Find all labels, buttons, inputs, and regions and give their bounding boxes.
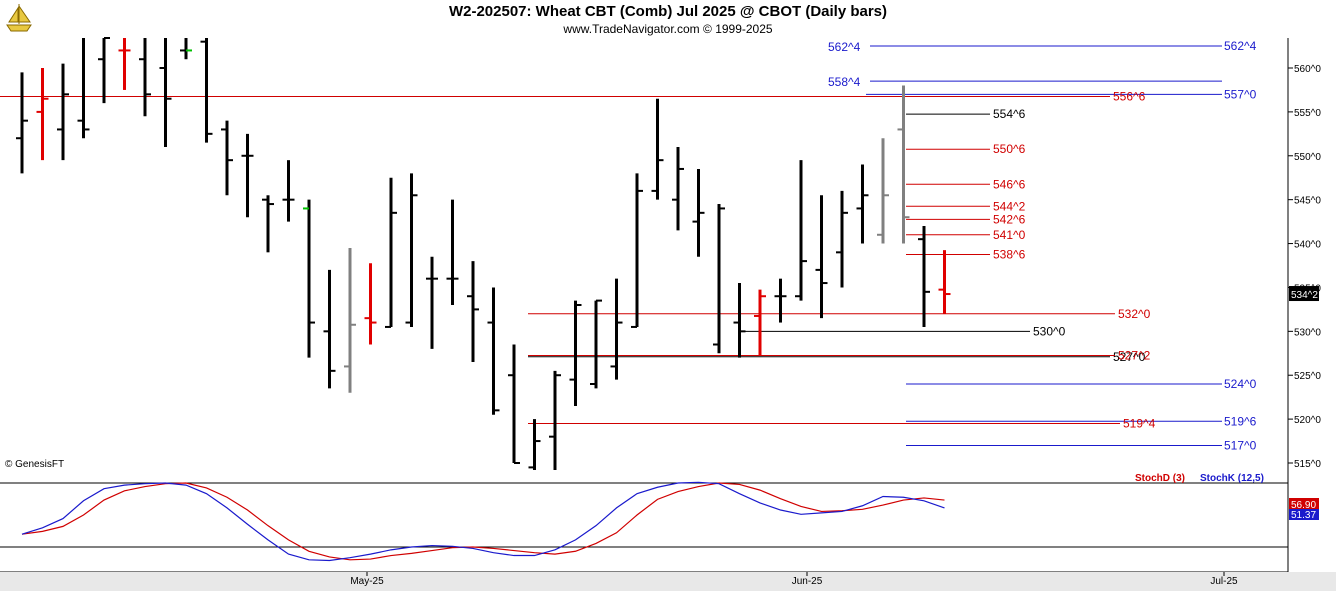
- level-label-13: 527^0: [1113, 350, 1146, 364]
- price-panel-background: [0, 38, 1288, 470]
- watermark-text: © GenesisFT: [5, 459, 64, 470]
- level-label-14: 527^2: [1118, 348, 1151, 362]
- y-tick-label-6: 530^0: [1294, 327, 1321, 338]
- level-label-6: 546^6: [993, 177, 1026, 191]
- last-price-box: [1289, 286, 1319, 302]
- x-tick-label-2: Jul-25: [1210, 576, 1238, 587]
- level-label-11: 532^0: [1118, 307, 1151, 321]
- level-label-8: 542^6: [993, 212, 1026, 226]
- y-tick-label-8: 520^0: [1294, 415, 1321, 426]
- y-tick-label-4: 540^0: [1294, 240, 1321, 251]
- stoch-legend-d: StochD (3): [1135, 473, 1185, 484]
- x-tick-label-1: Jun-25: [792, 576, 823, 587]
- y-tick-label-1: 555^0: [1294, 108, 1321, 119]
- level-label-5: 550^6: [993, 142, 1026, 156]
- y-tick-label-9: 515^0: [1294, 459, 1321, 470]
- y-tick-label-2: 550^0: [1294, 152, 1321, 163]
- stoch-last-d-box: [1289, 498, 1319, 510]
- y-tick-label-0: 560^0: [1294, 64, 1321, 75]
- time-axis-background: [0, 572, 1336, 591]
- chart-header: W2-202507: Wheat CBT (Comb) Jul 2025 @ C…: [0, 0, 1336, 38]
- copyright-text: www.TradeNavigator.com © 1999-2025: [563, 22, 773, 36]
- stoch-series-0: [21, 482, 945, 561]
- sailboat-logo-icon: [6, 4, 32, 32]
- y-tick-label-3: 545^0: [1294, 196, 1321, 207]
- last-price-label: 534^2: [1291, 290, 1318, 301]
- level-left-label-1: 558^4: [828, 75, 861, 89]
- x-tick-label-0: May-25: [350, 576, 384, 587]
- y-tick-label-7: 525^0: [1294, 371, 1321, 382]
- level-left-label-0: 562^4: [828, 40, 861, 54]
- stoch-last-d: 56.90: [1291, 500, 1316, 511]
- stoch-last-k: 51.37: [1291, 510, 1316, 521]
- level-label-7: 544^2: [993, 199, 1026, 213]
- level-label-15: 524^0: [1224, 377, 1257, 391]
- level-label-4: 554^6: [993, 107, 1026, 121]
- level-label-0: 562^4: [1224, 39, 1257, 53]
- level-label-12: 530^0: [1033, 324, 1066, 338]
- price-axis: 560^0555^0550^0545^0540^0535^0530^0525^0…: [1288, 64, 1321, 470]
- stoch-series-1: [21, 481, 945, 562]
- level-label-18: 517^0: [1224, 438, 1257, 452]
- price-panel[interactable]: 562^4 562^4 558^4 557^0 556^6 554^6 550^6 546^6…: [0, 37, 1257, 470]
- time-axis: May-25 Jun-25 Jul-25: [350, 572, 1238, 587]
- stoch-last-k-box: [1289, 509, 1319, 520]
- level-label-16: 519^6: [1224, 414, 1257, 428]
- level-label-2: 557^0: [1224, 87, 1257, 101]
- level-label-10: 538^6: [993, 248, 1026, 262]
- level-label-9: 541^0: [993, 228, 1026, 242]
- level-label-17: 519^4: [1123, 417, 1156, 431]
- stoch-legend-k: StochK (12,5): [1200, 473, 1264, 484]
- chart-title: W2-202507: Wheat CBT (Comb) Jul 2025 @ C…: [448, 3, 888, 20]
- level-label-3: 556^6: [1113, 90, 1146, 104]
